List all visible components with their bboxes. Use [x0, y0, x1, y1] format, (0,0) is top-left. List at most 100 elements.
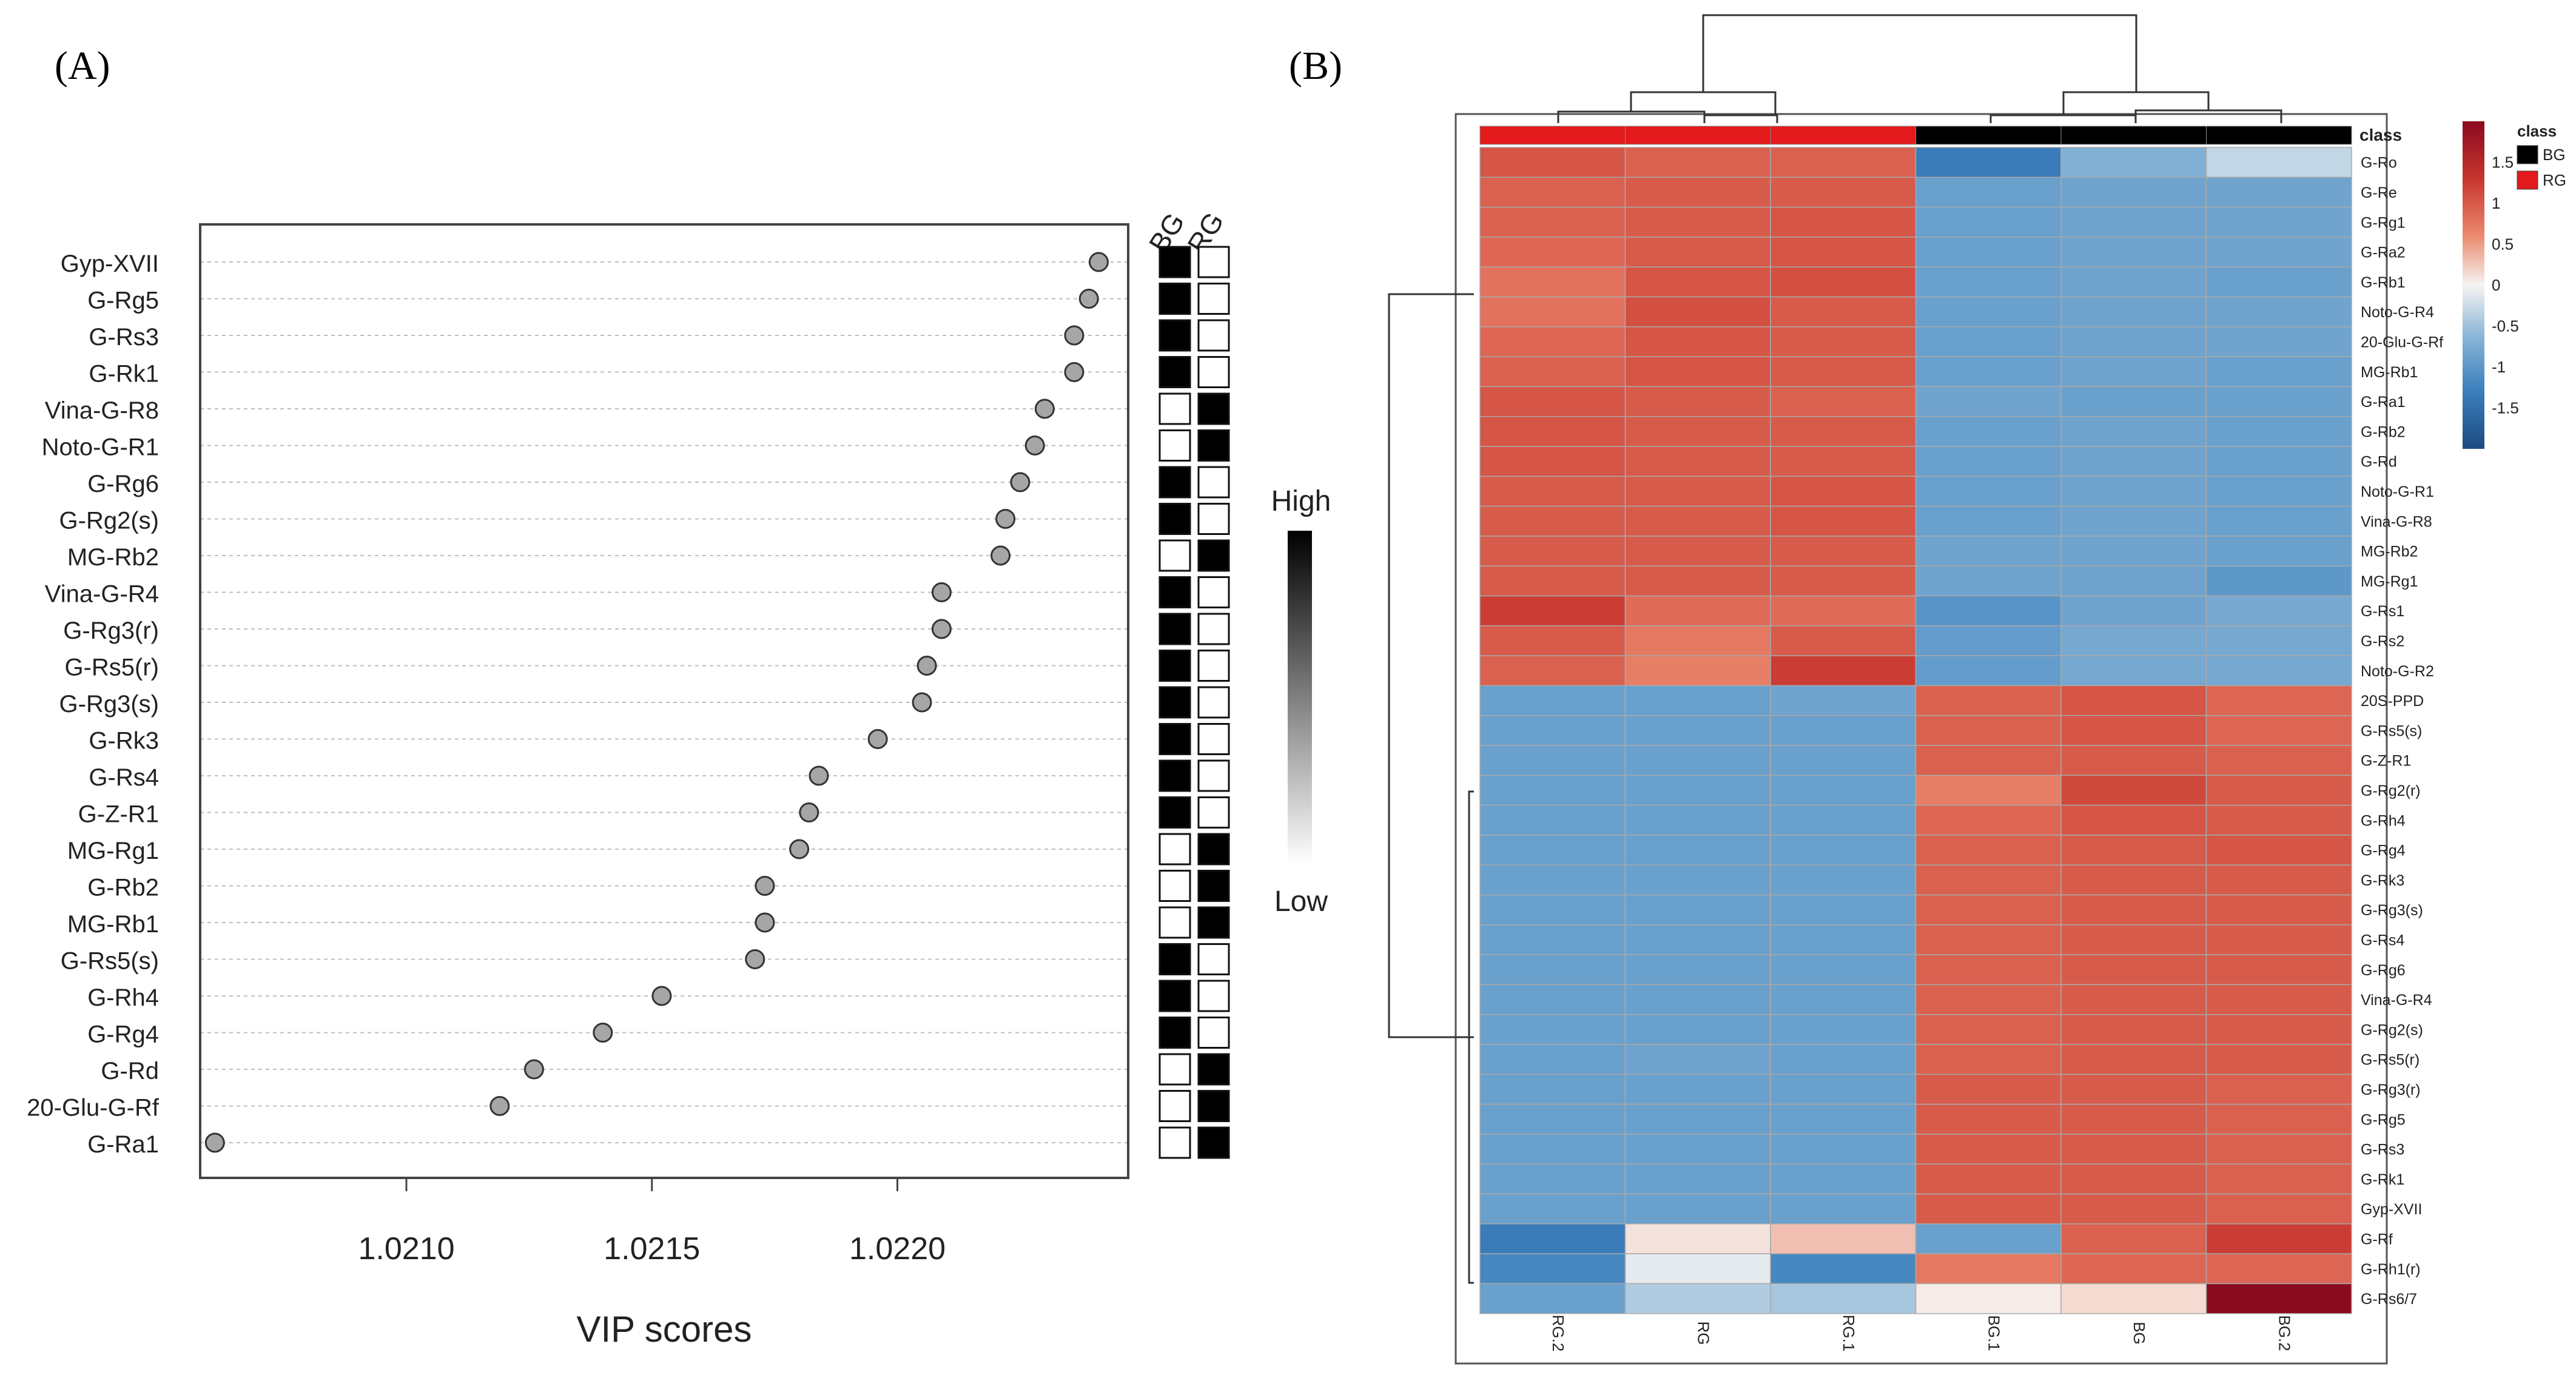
heatmap-cell — [2205, 296, 2352, 328]
heatmap-cell — [1770, 1223, 1917, 1254]
heatmap-cell — [1915, 326, 2062, 357]
heatmap-cell — [1624, 714, 1771, 746]
heatmap-cell — [2205, 1163, 2352, 1195]
heatmap-cell — [1624, 415, 1771, 447]
heatmap-cell — [1770, 386, 1917, 417]
heatmap-cell — [2205, 266, 2352, 298]
heatmap-cell — [2060, 177, 2207, 208]
heatmap-cell — [1915, 177, 2062, 208]
heatmap-cell — [1479, 1134, 1626, 1165]
vip-group-matrix — [1159, 246, 1230, 1159]
heatmap-cell — [2205, 1193, 2352, 1225]
heatmap-cell — [1915, 147, 2062, 178]
heatmap-cell — [1915, 804, 2062, 836]
heatmap-cell — [1770, 1014, 1917, 1045]
heatmap-row-label: Noto-G-R1 — [2361, 483, 2434, 500]
group-cell-bg — [1159, 319, 1191, 352]
heatmap-row-label: G-Rd — [2361, 454, 2397, 471]
panel-a-label: (A) — [55, 44, 110, 88]
heatmap-cell — [2060, 206, 2207, 238]
heatmap-cell — [1915, 386, 2062, 417]
group-cell-rg — [1197, 429, 1230, 462]
heatmap-row-label: G-Rk3 — [2361, 872, 2404, 889]
class-annotation-bar — [1479, 126, 2352, 145]
heatmap-row-label: G-Rg3(r) — [2361, 1081, 2421, 1098]
heatmap-cell — [1915, 1253, 2062, 1285]
heatmap-cell — [1770, 565, 1917, 597]
heatmap-cell — [2205, 206, 2352, 238]
heatmap-cell — [1479, 804, 1626, 836]
vip-row-label: Vina-G-R4 — [45, 581, 159, 608]
heatmap-cell — [1770, 1134, 1917, 1165]
heatmap-row-label: 20-Glu-G-Rf — [2361, 334, 2443, 351]
vip-point — [593, 1023, 613, 1043]
legend-high-label: High — [1271, 485, 1331, 517]
heatmap-cell — [1624, 266, 1771, 298]
heatmap-cell — [1624, 1283, 1771, 1314]
group-cell-rg — [1197, 1053, 1230, 1086]
heatmap-cell — [1479, 1253, 1626, 1285]
heatmap-cell — [1624, 1014, 1771, 1045]
class-row-label: class — [2359, 126, 2402, 144]
heatmap-cell — [2205, 356, 2352, 388]
heatmap-cell — [1915, 1223, 2062, 1254]
heatmap-cell — [2060, 775, 2207, 806]
heatmap-cell — [1770, 1103, 1917, 1135]
group-cell-rg — [1197, 319, 1230, 352]
group-cell-bg — [1159, 759, 1191, 792]
heatmap-cell — [1770, 476, 1917, 507]
heatmap-cell — [2205, 1044, 2352, 1075]
group-cell-rg — [1197, 759, 1230, 792]
legend-low-label: Low — [1274, 886, 1328, 918]
heatmap-cell — [1479, 595, 1626, 627]
heatmap-cell — [1915, 1044, 2062, 1075]
heatmap-cell — [1770, 266, 1917, 298]
heatmap-cell — [2205, 476, 2352, 507]
heatmap-cell — [1915, 446, 2062, 477]
class-bar-cell — [2206, 126, 2352, 145]
color-scale-tick-label: 0.5 — [2492, 235, 2514, 254]
heatmap-row-label: G-Rf — [2361, 1231, 2393, 1248]
heatmap-cell — [1479, 177, 1626, 208]
color-scale-tick-label: -1 — [2492, 358, 2506, 376]
group-cell-bg — [1159, 833, 1191, 866]
class-bar-cell — [1770, 126, 1916, 145]
heatmap-cell — [1770, 1253, 1917, 1285]
class-bar-cell — [1479, 126, 1626, 145]
heatmap-cell — [1479, 206, 1626, 238]
heatmap-cell — [2205, 536, 2352, 567]
heatmap-column-label: BG.2 — [2275, 1315, 2293, 1351]
group-cell-rg — [1197, 283, 1230, 315]
group-cell-bg — [1159, 870, 1191, 902]
heatmap-cell — [1770, 1283, 1917, 1314]
heatmap-cell — [1915, 266, 2062, 298]
vip-row-label: G-Rk3 — [89, 728, 159, 755]
group-cell-bg — [1159, 796, 1191, 829]
heatmap-cell — [1770, 835, 1917, 866]
heatmap-cell — [1770, 894, 1917, 926]
heatmap-cell — [1479, 296, 1626, 328]
group-cell-bg — [1159, 686, 1191, 719]
panel-b-heatmap: (B) class G-Ro G-Re G-Rg1 G-Ra2 G-Rb1 Noto-G-… — [1289, 14, 2566, 1365]
vip-row-label: G-Rh4 — [87, 984, 159, 1011]
vip-row-label: G-Rs5(s) — [61, 948, 159, 975]
group-cell-rg — [1197, 613, 1230, 645]
heatmap-cell — [1624, 835, 1771, 866]
heatmap-frame — [1454, 113, 2388, 1365]
heatmap-cell — [1479, 147, 1626, 178]
heatmap-cell — [1624, 1223, 1771, 1254]
heatmap-cell — [1915, 1074, 2062, 1105]
color-scale-ticks: 1.5 1 0.5 0 -0.5 -1 -1.5 — [2492, 153, 2519, 417]
vip-plot-frame — [199, 223, 1129, 1179]
heatmap-cell — [1770, 356, 1917, 388]
heatmap-cell — [1479, 1103, 1626, 1135]
heatmap-cell — [2205, 1134, 2352, 1165]
heatmap-row-label: Gyp-XVII — [2361, 1201, 2422, 1218]
class-legend-swatch — [2517, 145, 2538, 164]
heatmap-cell — [2060, 714, 2207, 746]
vip-row-label: G-Rg2(s) — [59, 508, 159, 534]
vip-gridlines — [200, 261, 1128, 1143]
vip-x-axis-label: VIP scores — [576, 1309, 752, 1350]
heatmap-cell — [2060, 446, 2207, 477]
vip-point — [931, 619, 952, 639]
